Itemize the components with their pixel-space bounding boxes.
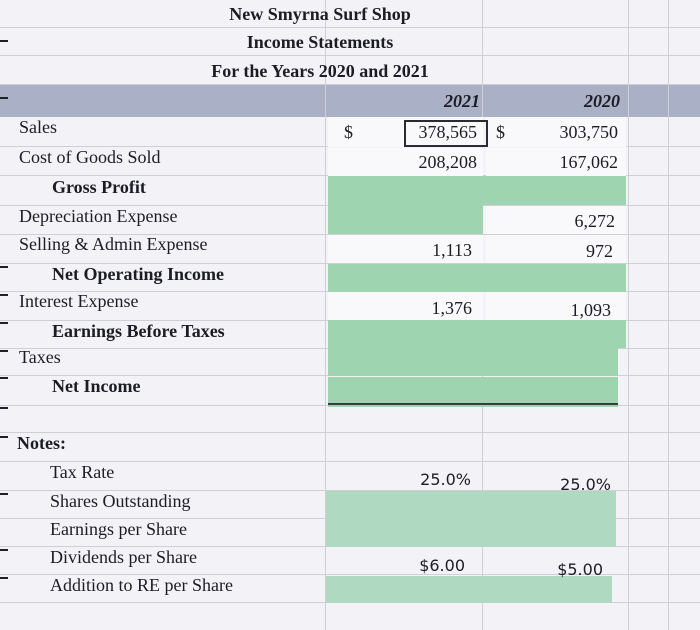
row-label-interest: Interest Expense [19, 291, 139, 311]
dps-2020-value: $5.00 [557, 560, 603, 579]
cell-ebt[interactable] [328, 320, 626, 348]
sales-2021-currency: $ [344, 122, 353, 142]
selected-cell-outline [404, 120, 488, 147]
interest-2021-value: 1,376 [431, 298, 473, 318]
sales-2021-value: 378,565 [418, 122, 478, 142]
row-label-selling-admin: Selling & Admin Expense [19, 234, 208, 254]
cell-sga-2020[interactable] [486, 235, 626, 263]
cell-sga-2021[interactable] [328, 235, 483, 263]
notes-label-shares-outstanding: Shares Outstanding [50, 491, 191, 511]
depr-2020-value: 6,272 [574, 211, 616, 231]
column-header-band [0, 84, 700, 117]
cell-eps[interactable] [326, 519, 616, 547]
column-header-2021: 2021 [444, 91, 480, 111]
row-label-sales: Sales [19, 117, 57, 137]
row-label-taxes: Taxes [19, 347, 61, 367]
company-title: New Smyrna Surf Shop [229, 4, 411, 24]
cell-addition-re[interactable] [326, 576, 612, 603]
cell-shares-outstanding[interactable] [326, 491, 616, 519]
row-label-net-operating-income: Net Operating Income [52, 264, 224, 284]
cogs-2020-value: 167,062 [559, 152, 619, 172]
dps-2021-value: $6.00 [419, 556, 465, 575]
cell-depr-2021[interactable] [328, 205, 483, 234]
cogs-2021-value: 208,208 [418, 152, 478, 172]
row-label-net-income: Net Income [52, 376, 141, 396]
column-header-2020: 2020 [584, 91, 620, 111]
notes-heading: Notes: [17, 433, 66, 453]
notes-label-eps: Earnings per Share [50, 519, 187, 539]
notes-label-addition-re: Addition to RE per Share [50, 575, 233, 595]
row-label-ebt: Earnings Before Taxes [52, 321, 225, 341]
cell-taxes[interactable] [328, 348, 618, 376]
row-label-cogs: Cost of Goods Sold [19, 147, 161, 167]
interest-2020-value: 1,093 [570, 300, 612, 320]
sga-2020-value: 972 [586, 241, 613, 261]
sales-2020-currency: $ [496, 122, 505, 142]
sales-2020-value: 303,750 [559, 122, 619, 142]
tax-rate-2021-value: 25.0% [420, 470, 471, 489]
cell-sales-2020[interactable] [486, 117, 626, 147]
cell-cogs-2021[interactable] [328, 148, 483, 176]
row-label-depreciation: Depreciation Expense [19, 206, 178, 226]
cell-net-income[interactable] [328, 377, 618, 407]
period-title: For the Years 2020 and 2021 [211, 61, 429, 81]
cell-cogs-2020[interactable] [486, 148, 626, 176]
cell-interest-2020[interactable] [486, 292, 626, 320]
row-label-gross-profit: Gross Profit [52, 177, 146, 197]
sga-2021-value: 1,113 [432, 240, 472, 260]
statement-title: Income Statements [246, 32, 394, 52]
notes-label-tax-rate: Tax Rate [50, 462, 115, 482]
notes-label-dps: Dividends per Share [50, 547, 197, 567]
cell-net-operating-income[interactable] [328, 264, 626, 292]
tax-rate-2020-value: 25.0% [560, 475, 611, 494]
cell-depr-2020[interactable] [486, 206, 626, 234]
cell-interest-2021[interactable] [328, 292, 483, 320]
cell-gross-profit[interactable] [328, 176, 626, 205]
